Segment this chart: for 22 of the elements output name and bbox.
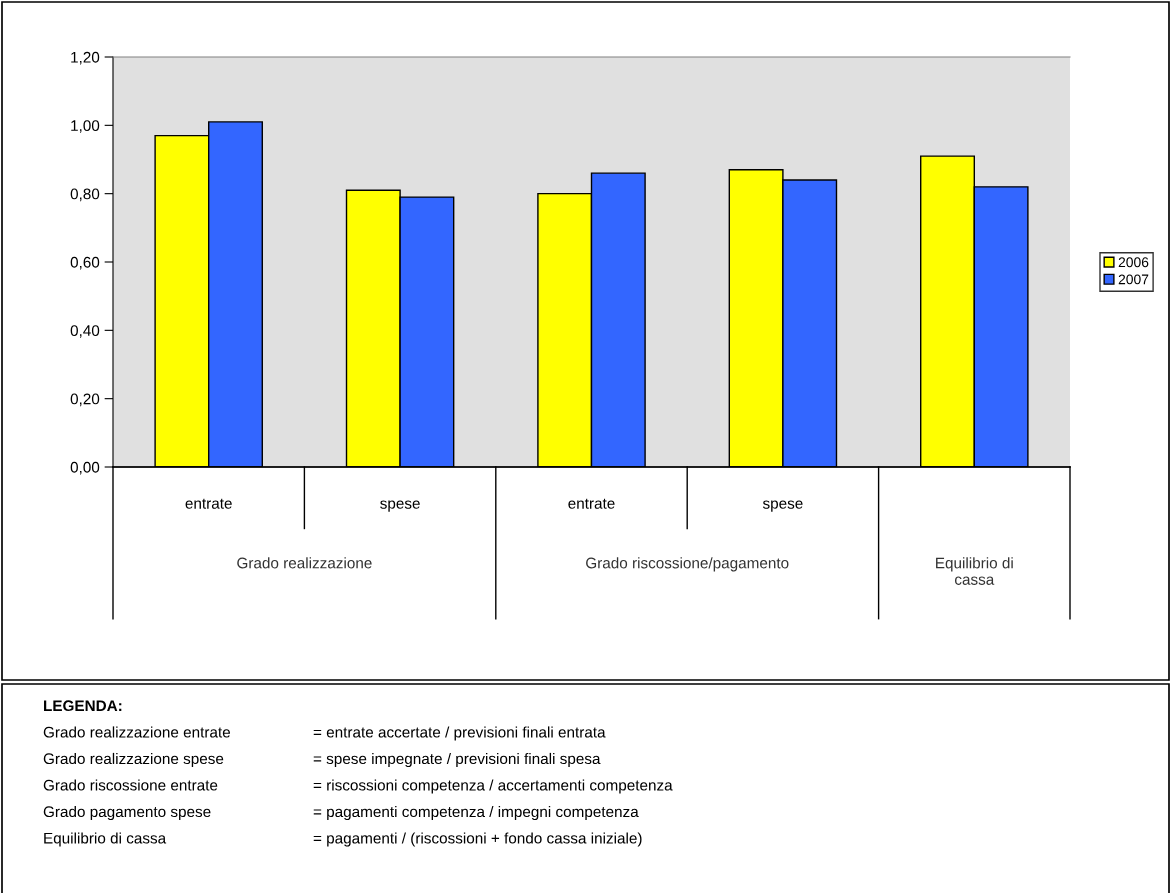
y-tick-label: 0,00 [70, 461, 100, 475]
text: Equilibrio di cassa = pagamenti / (riscossioni + fondo cassa iniziale) [44, 832, 642, 847]
text: Grado realizzazione [237, 557, 372, 569]
x-tick-label: entrate [568, 498, 615, 509]
text: Grado realizzazione entrate = entrate accertate / previsioni finali entrata [43, 726, 606, 741]
text: Grado pagamento spese = pagamenti competenza / impegni competenza [43, 805, 639, 821]
text: LEGENDA: [44, 700, 122, 712]
x-tick-label: spese [762, 500, 803, 512]
text: Grado riscossione entrate = riscossioni competenza / accertamenti competenza [43, 779, 673, 794]
text: Equilibrio di cassa [936, 557, 1013, 585]
text: Grado riscossione/pagamento [586, 557, 789, 572]
y-tick-label: 0,80 [70, 188, 100, 202]
legend-label: 2006 [1118, 257, 1149, 268]
y-tick-label: 0,40 [70, 325, 100, 338]
y-tick-label: 0,20 [70, 393, 100, 407]
text: Grado realizzazione spese = spese impegnate / previsioni finali spesa [43, 752, 601, 768]
y-tick-label: 1,20 [71, 51, 100, 65]
x-tick-label: spese [380, 500, 420, 512]
y-tick-label: 1,00 [71, 120, 100, 133]
y-tick-label: 0,60 [70, 256, 100, 270]
x-tick-label: entrate [185, 498, 232, 509]
legend-label: 2007 [1118, 274, 1149, 285]
